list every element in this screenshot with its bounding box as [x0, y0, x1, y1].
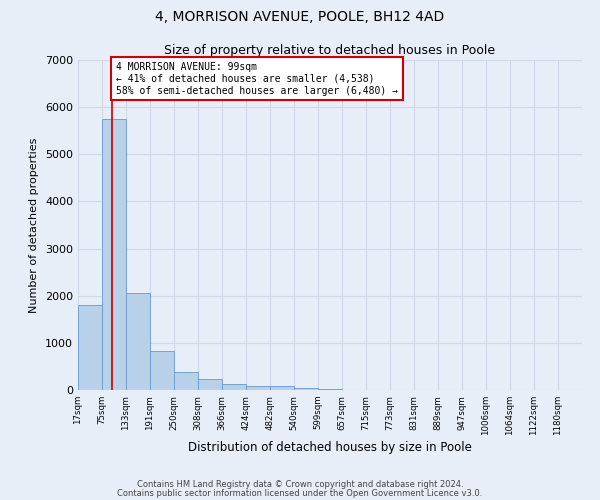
- Bar: [294, 388, 318, 390]
- Text: 4 MORRISON AVENUE: 99sqm
← 41% of detached houses are smaller (4,538)
58% of sem: 4 MORRISON AVENUE: 99sqm ← 41% of detach…: [116, 62, 398, 96]
- Title: Size of property relative to detached houses in Poole: Size of property relative to detached ho…: [164, 44, 496, 58]
- Text: 4, MORRISON AVENUE, POOLE, BH12 4AD: 4, MORRISON AVENUE, POOLE, BH12 4AD: [155, 10, 445, 24]
- Y-axis label: Number of detached properties: Number of detached properties: [29, 138, 40, 312]
- Bar: [126, 294, 150, 390]
- Bar: [318, 388, 342, 390]
- Bar: [174, 372, 198, 390]
- Bar: [246, 386, 270, 390]
- Text: Contains HM Land Registry data © Crown copyright and database right 2024.: Contains HM Land Registry data © Crown c…: [137, 480, 463, 489]
- Bar: [150, 352, 174, 390]
- Bar: [270, 386, 294, 390]
- X-axis label: Distribution of detached houses by size in Poole: Distribution of detached houses by size …: [188, 441, 472, 454]
- Bar: [78, 305, 102, 390]
- Bar: [198, 378, 222, 390]
- Bar: [222, 384, 246, 390]
- Bar: [102, 119, 126, 390]
- Text: Contains public sector information licensed under the Open Government Licence v3: Contains public sector information licen…: [118, 490, 482, 498]
